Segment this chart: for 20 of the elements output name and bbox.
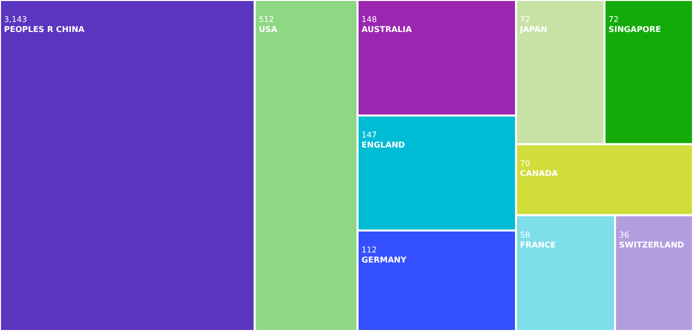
category-label: ENGLAND — [362, 140, 406, 150]
category-label: GERMANY — [362, 256, 407, 265]
category-label: SWITZERLAND — [619, 240, 684, 250]
data-label: 70 — [520, 159, 530, 168]
data-label: 58 — [520, 230, 530, 240]
category-label: SINGAPORE — [608, 25, 661, 34]
data-label: 72 — [520, 15, 530, 24]
category-label: JAPAN — [519, 25, 548, 34]
category-label: CANADA — [520, 169, 559, 178]
data-label: 512 — [258, 15, 274, 24]
data-label: 112 — [362, 246, 377, 255]
data-label: 36 — [619, 230, 630, 240]
category-label: FRANCE — [520, 240, 556, 250]
data-label: 147 — [362, 130, 377, 140]
category-label: USA — [258, 25, 278, 34]
category-label: PEOPLES R CHINA — [4, 25, 86, 34]
category-label: AUSTRALIA — [362, 25, 413, 34]
data-label: 148 — [362, 15, 377, 24]
data-label: 72 — [608, 15, 619, 24]
data-label: 3,143 — [4, 15, 27, 24]
